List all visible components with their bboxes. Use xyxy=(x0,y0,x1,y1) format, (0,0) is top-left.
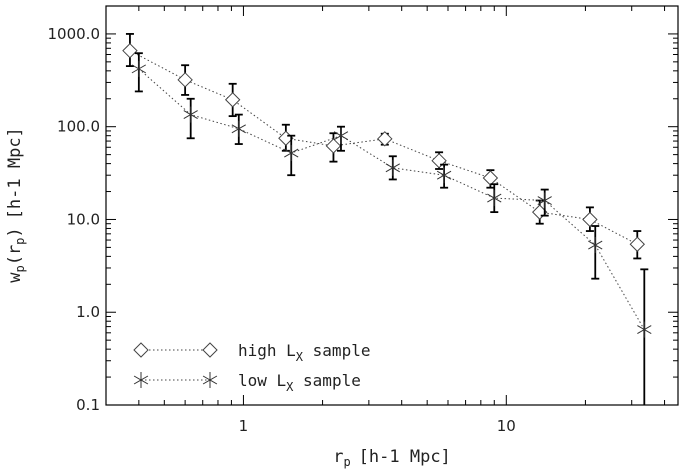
axis-ticks: 1 10 0.1 1.0 10.0 100.0 1000.0 xyxy=(48,6,678,435)
data-point-diamond xyxy=(122,42,138,59)
data-point-star xyxy=(588,237,603,254)
legend-label-low: low LX sample xyxy=(238,371,361,394)
star-stroke xyxy=(588,240,603,250)
data-point-star xyxy=(637,321,652,338)
star-stroke xyxy=(537,196,552,205)
star-stroke xyxy=(202,375,218,385)
data-point-star xyxy=(131,60,147,77)
star-stroke xyxy=(385,163,400,173)
star-stroke xyxy=(231,124,246,134)
series-line xyxy=(129,50,638,245)
x-axis-title: rp [h-1 Mpc] xyxy=(333,447,451,469)
data-point-diamond xyxy=(377,131,393,147)
star-stroke xyxy=(131,64,147,74)
y-axis-title: wp(rp)[h-1 Mpc] xyxy=(5,127,27,283)
data-point-star xyxy=(436,167,452,184)
x-tick-label: 1 xyxy=(239,417,249,435)
data-point-star xyxy=(183,106,198,123)
data-point-star xyxy=(487,190,502,207)
data-point-diamond xyxy=(325,138,342,154)
data-point-diamond xyxy=(482,170,499,186)
x-tick-label: 10 xyxy=(497,417,516,435)
legend-diamond-marker xyxy=(133,342,149,358)
y-tick-label: 10.0 xyxy=(67,210,100,228)
star-stroke xyxy=(284,148,299,158)
legend: high LX sample low LX sample xyxy=(133,341,370,394)
data-point-star xyxy=(284,145,299,162)
series-high xyxy=(122,33,645,260)
y-tick-label: 100.0 xyxy=(57,118,100,136)
data-point-diamond xyxy=(582,211,598,228)
star-stroke xyxy=(637,325,652,335)
data-point-star xyxy=(385,159,400,176)
star-stroke xyxy=(133,375,149,385)
data-point-diamond xyxy=(224,92,241,108)
series-layer xyxy=(122,33,652,405)
data-point-star xyxy=(333,127,349,144)
legend-diamond-marker xyxy=(202,342,218,358)
legend-star-marker xyxy=(133,372,149,388)
series-low xyxy=(131,52,652,405)
data-point-star xyxy=(537,192,552,209)
y-tick-label: 1.0 xyxy=(76,303,100,321)
star-stroke xyxy=(333,131,349,141)
legend-star-glyph xyxy=(202,372,218,388)
legend-label-high: high LX sample xyxy=(238,341,370,364)
y-tick-label: 0.1 xyxy=(76,396,100,414)
star-stroke xyxy=(183,110,198,120)
data-point-star xyxy=(231,120,246,137)
y-tick-label: 1000.0 xyxy=(48,25,101,43)
plot-frame xyxy=(105,5,679,406)
legend-entry-low: low LX sample xyxy=(133,371,361,394)
legend-star-marker xyxy=(202,372,218,388)
series-line xyxy=(138,68,645,330)
data-point-diamond xyxy=(629,236,645,252)
legend-star-glyph xyxy=(133,372,149,388)
star-stroke xyxy=(487,193,502,203)
data-point-diamond xyxy=(177,72,193,88)
star-stroke xyxy=(436,170,452,180)
legend-entry-high: high LX sample xyxy=(133,341,370,364)
